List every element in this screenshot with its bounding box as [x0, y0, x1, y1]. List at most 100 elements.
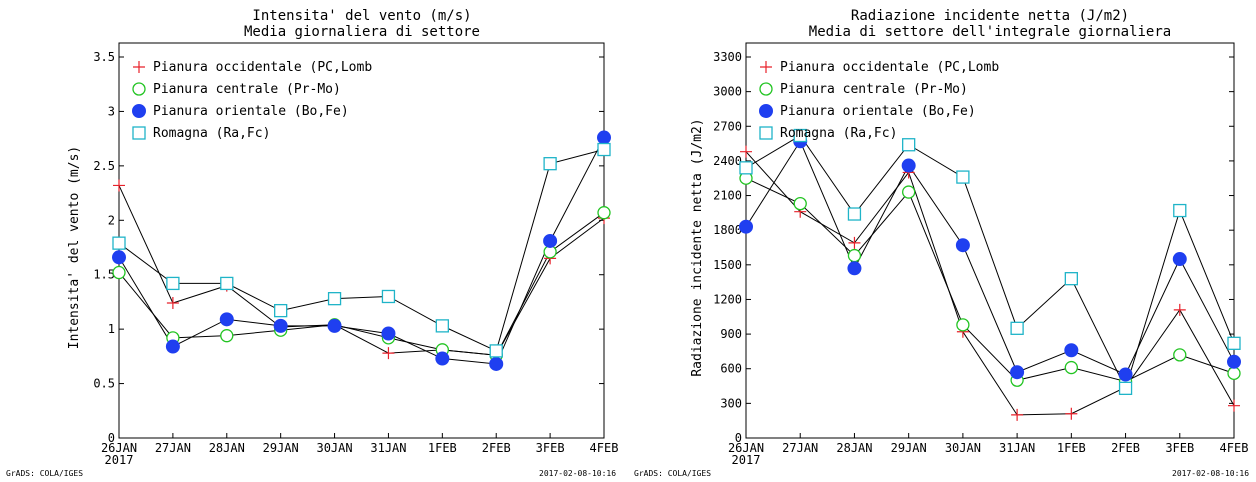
- y-tick-label: 3300: [713, 50, 742, 64]
- data-point: [273, 318, 288, 333]
- y-axis-label: Radiazione incidente netta (J/m2): [690, 118, 705, 376]
- x-tick-label: 30JAN: [316, 441, 352, 455]
- data-point: [1010, 321, 1024, 335]
- data-point: [1173, 303, 1186, 316]
- data-point: [489, 356, 504, 371]
- data-point: [847, 207, 862, 221]
- footer-left-chart1: GrADS: COLA/IGES: [6, 469, 83, 478]
- data-point: [901, 158, 916, 173]
- data-point: [327, 292, 342, 306]
- data-point: [1011, 408, 1024, 421]
- x-tick-label: 1FEB: [428, 441, 457, 455]
- data-point: [113, 179, 125, 192]
- data-point: [739, 161, 753, 175]
- data-point: [793, 128, 807, 143]
- data-point: [382, 347, 395, 360]
- data-point: [166, 297, 179, 310]
- data-point: [112, 250, 126, 265]
- data-point: [956, 170, 970, 184]
- y-tick-label: 3.5: [93, 50, 115, 64]
- y-tick-label: 0: [108, 431, 115, 445]
- data-point: [1064, 360, 1078, 375]
- series-line: [745, 140, 1235, 376]
- y-tick-label: 1: [108, 322, 115, 336]
- x-tick-label: 28JAN: [836, 441, 872, 455]
- y-tick-label: 900: [720, 327, 742, 341]
- data-point: [848, 236, 861, 249]
- data-point: [435, 319, 449, 333]
- y-tick-label: 2400: [713, 154, 742, 168]
- data-point: [220, 276, 234, 291]
- wind-speed-chart: Intensita' del vento (m/s)Media giornali…: [67, 8, 618, 467]
- data-point: [274, 303, 288, 318]
- data-point: [220, 329, 234, 343]
- data-point: [1118, 367, 1133, 382]
- x-tick-label: 31JAN: [999, 441, 1035, 455]
- data-point: [1227, 366, 1241, 380]
- legend-label: Pianura centrale (Pr-Mo): [780, 82, 968, 97]
- legend-label: Pianura orientale (Bo,Fe): [780, 104, 976, 119]
- series-line: [745, 151, 1235, 416]
- x-tick-label: 2FEB: [1111, 441, 1140, 455]
- legend-marker: [759, 126, 773, 140]
- data-point: [847, 261, 862, 276]
- x-tick-label: 26JAN: [101, 441, 137, 455]
- data-point: [1118, 381, 1133, 396]
- legend-label: Pianura centrale (Pr-Mo): [153, 82, 341, 97]
- x-tick-label: 29JAN: [891, 441, 927, 455]
- data-point: [112, 236, 126, 250]
- footer-right-chart2: 2017-02-08-10:16: [1172, 469, 1249, 478]
- x-tick-label: 1FEB: [1057, 441, 1086, 455]
- x-year-label: 2017: [105, 453, 134, 467]
- y-tick-label: 0: [735, 431, 742, 445]
- y-tick-label: 2100: [713, 189, 742, 203]
- footer-left-chart2: GrADS: COLA/IGES: [634, 469, 711, 478]
- data-point: [1228, 399, 1240, 412]
- y-tick-label: 3000: [713, 85, 742, 99]
- data-point: [1010, 365, 1025, 380]
- data-point: [1064, 272, 1078, 286]
- y-tick-label: 1800: [713, 223, 742, 237]
- data-point: [597, 130, 611, 145]
- legend-marker: [759, 104, 773, 118]
- data-point: [902, 185, 916, 199]
- x-tick-label: 27JAN: [782, 441, 818, 455]
- x-tick-label: 28JAN: [209, 441, 245, 455]
- data-point: [1173, 203, 1187, 218]
- x-tick-label: 3FEB: [536, 441, 565, 455]
- legend-label: Pianura orientale (Bo,Fe): [153, 104, 349, 119]
- legend-label: Pianura occidentale (PC,Lomb: [780, 60, 999, 75]
- data-point: [902, 138, 916, 152]
- x-tick-label: 2FEB: [482, 441, 511, 455]
- x-tick-label: 3FEB: [1165, 441, 1194, 455]
- series-line: [118, 137, 605, 365]
- legend-marker: [759, 82, 773, 96]
- y-tick-label: 0.5: [93, 377, 115, 391]
- series-line: [118, 149, 605, 352]
- x-tick-label: 29JAN: [263, 441, 299, 455]
- series-line: [118, 185, 605, 356]
- legend-marker: [760, 61, 772, 73]
- y-tick-label: 2.5: [93, 159, 115, 173]
- data-point: [489, 344, 503, 358]
- data-point: [381, 326, 396, 341]
- y-tick-label: 300: [720, 396, 742, 410]
- net-radiation-chart: Radiazione incidente netta (J/m2)Media d…: [690, 8, 1248, 467]
- data-point: [1065, 407, 1078, 420]
- data-point: [1172, 252, 1187, 267]
- plot-frame: [118, 42, 605, 439]
- legend-label: Romagna (Ra,Fc): [153, 126, 270, 141]
- data-point: [740, 145, 752, 158]
- chart-title: Intensita' del vento (m/s): [252, 8, 471, 24]
- data-point: [219, 312, 234, 327]
- data-point: [1173, 348, 1187, 362]
- y-tick-label: 3: [108, 104, 115, 118]
- data-point: [597, 206, 611, 220]
- x-tick-label: 27JAN: [155, 441, 191, 455]
- data-point: [1227, 354, 1241, 369]
- data-point: [543, 157, 557, 171]
- data-point: [956, 318, 970, 332]
- data-point: [381, 289, 396, 304]
- data-point: [1227, 336, 1241, 350]
